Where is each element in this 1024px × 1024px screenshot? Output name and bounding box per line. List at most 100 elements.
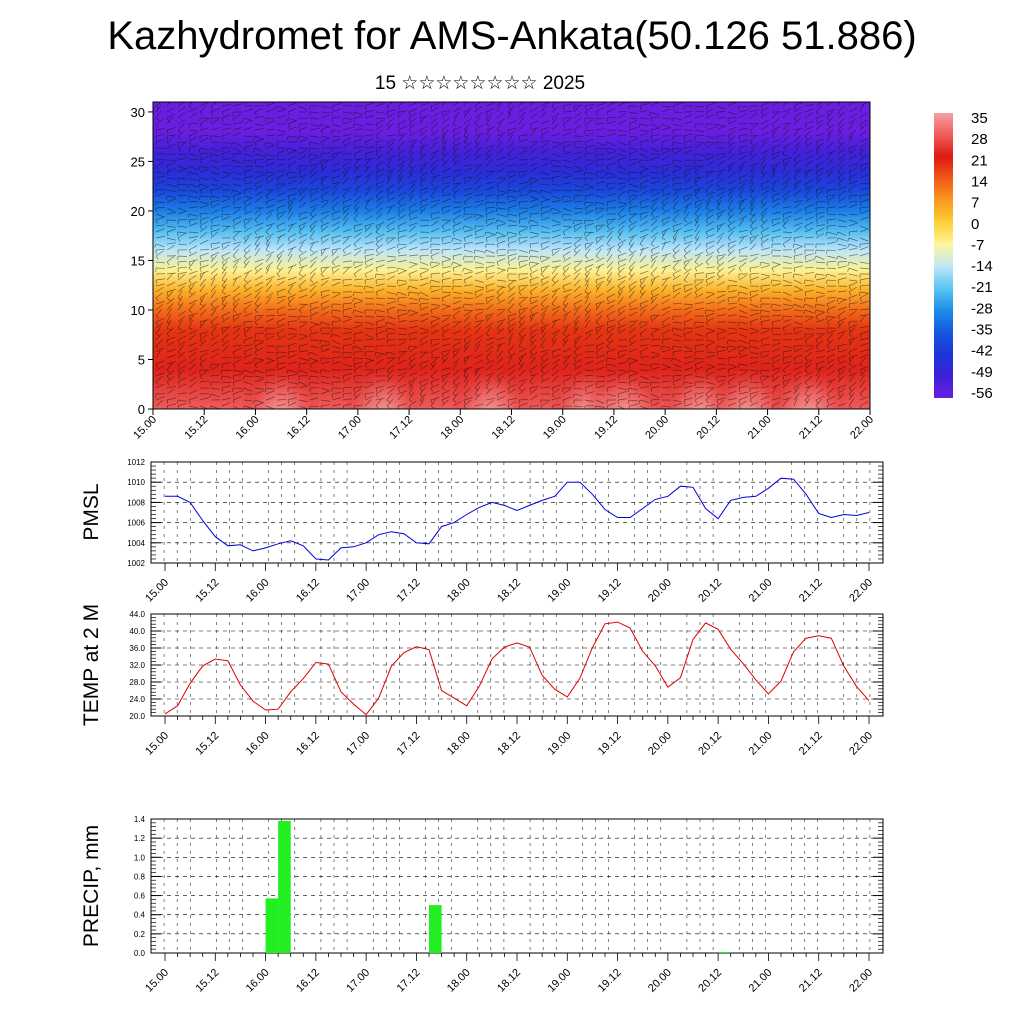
precip-bar	[278, 820, 291, 953]
colorbar-label: 0	[971, 216, 979, 233]
y-tick-label: 36.0	[129, 644, 145, 653]
precip-panel: 0.0 0.2 0.4 0.6 0.8 1.0 1.2 1.4 15.00 15.12 16.00 1…	[80, 815, 884, 995]
x-tick-label: 20.00	[643, 414, 671, 442]
x-tick-label: 16.00	[244, 967, 272, 995]
colorbar-label: 14	[971, 173, 988, 190]
precip-bar	[429, 905, 442, 953]
wind-barbs	[154, 102, 870, 409]
colorbar-strip	[934, 113, 953, 398]
y-tick-label: 28.0	[129, 678, 145, 687]
x-tick-label: 16.12	[294, 577, 322, 605]
warm-core	[345, 344, 422, 409]
x-tick-label: 17.12	[387, 414, 415, 442]
pmsl-panel: 1002 1004 1006 1008 1010 1012 15.00 15.12 16.00 1…	[80, 458, 884, 605]
panel-frame	[150, 818, 884, 954]
x-tick-label: 20.12	[696, 577, 724, 605]
colorbar-label: -49	[971, 364, 993, 381]
x-tick-label: 18.00	[445, 577, 473, 605]
colorbar-label: 35	[971, 110, 988, 127]
x-tick-label: 15.00	[143, 967, 171, 995]
colorbar-label: -35	[971, 322, 993, 339]
y-tick-label: 1.2	[134, 834, 146, 843]
x-tick-label: 15.12	[182, 414, 210, 442]
x-tick-label: 20.00	[646, 577, 674, 605]
colorbar-label: -42	[971, 343, 993, 360]
x-tick-label: 19.12	[596, 577, 624, 605]
y-tick-label: 1008	[127, 498, 145, 507]
x-tick-label: 22.00	[847, 967, 875, 995]
x-tick-label: 19.12	[596, 967, 624, 995]
y-tick-label: 24.0	[129, 695, 145, 704]
colorbar-label: -28	[971, 300, 993, 317]
warm-core	[586, 344, 663, 409]
x-tick-label: 20.00	[646, 967, 674, 995]
x-tick-label: 21.12	[797, 414, 825, 442]
precip-bar	[265, 898, 279, 953]
y-tick-label: 40.0	[129, 627, 145, 636]
cross-section-panel: 0 5 10 15 20 25 30 15.00 15.12 16.00 16.12 17.00 17.…	[131, 101, 876, 442]
x-tick-label: 17.00	[344, 730, 372, 758]
precip-bar	[718, 952, 731, 953]
x-tick-label: 18.12	[495, 730, 523, 758]
x-tick-label: 15.00	[143, 577, 171, 605]
y-tick-label: 1.0	[134, 853, 146, 862]
y-axis-title: PRECIP, mm	[80, 825, 103, 947]
warm-core	[770, 344, 847, 409]
y-tick-label: 1004	[127, 539, 145, 548]
x-tick-label: 20.12	[695, 414, 723, 442]
x-tick-label: 19.12	[592, 414, 620, 442]
x-tick-label: 15.00	[143, 730, 171, 758]
y-tick-label: 1012	[127, 458, 145, 467]
x-tick-label: 21.00	[746, 414, 774, 442]
x-tick-label: 16.00	[234, 414, 262, 442]
x-tick-label: 20.00	[646, 730, 674, 758]
y-tick-label: 20	[131, 204, 145, 219]
x-tick-label: 16.12	[294, 967, 322, 995]
pmsl-series-line	[165, 477, 870, 561]
panel-frame	[150, 461, 884, 564]
y-tick-label: 0.8	[134, 872, 146, 881]
colorbar-label: -21	[971, 279, 993, 296]
x-tick-label: 18.12	[495, 577, 523, 605]
x-tick-label: 17.00	[344, 967, 372, 995]
y-tick-label: 44.0	[129, 610, 145, 619]
panel-frame	[150, 613, 884, 717]
x-tick-label: 15.12	[193, 577, 221, 605]
x-tick-label: 21.00	[747, 577, 775, 605]
x-tick-label: 17.12	[395, 967, 423, 995]
y-tick-label: 15	[131, 253, 145, 268]
x-tick-label: 22.00	[848, 414, 876, 442]
y-tick-label: 0.4	[134, 911, 146, 920]
x-tick-label: 17.12	[395, 730, 423, 758]
y-tick-label: 0.2	[134, 930, 146, 939]
y-tick-label: 20.0	[129, 712, 145, 721]
x-tick-label: 19.00	[545, 967, 573, 995]
x-tick-label: 16.00	[244, 577, 272, 605]
x-tick-label: 21.00	[747, 967, 775, 995]
colorbar-label: -14	[971, 258, 993, 275]
y-axis-title: PMSL	[80, 483, 103, 540]
y-tick-label: 0.0	[134, 949, 146, 958]
y-tick-label: 10	[131, 303, 145, 318]
temp-panel: 20.0 24.0 28.0 32.0 36.0 40.0 44.0 15.00 15.12 16…	[80, 604, 884, 758]
y-tick-label: 0	[138, 402, 145, 417]
y-tick-label: 1002	[127, 559, 145, 568]
page-title: Kazhydromet for AMS-Ankata(50.126 51.886…	[107, 14, 917, 58]
x-tick-label: 18.00	[445, 967, 473, 995]
x-tick-label: 15.12	[193, 967, 221, 995]
colorbar-label: -56	[971, 385, 993, 402]
x-tick-label: 17.00	[336, 414, 364, 442]
x-tick-label: 18.12	[495, 967, 523, 995]
x-tick-label: 17.00	[344, 577, 372, 605]
x-tick-label: 21.12	[797, 967, 825, 995]
x-tick-label: 16.12	[294, 730, 322, 758]
x-tick-label: 20.12	[696, 730, 724, 758]
y-tick-label: 1006	[127, 519, 145, 528]
y-tick-label: 0.6	[134, 892, 146, 901]
colorbar-label: 7	[971, 195, 979, 212]
y-tick-label: 1.4	[134, 815, 146, 824]
x-tick-label: 22.00	[847, 730, 875, 758]
x-tick-label: 17.12	[395, 577, 423, 605]
x-tick-label: 18.12	[490, 414, 518, 442]
